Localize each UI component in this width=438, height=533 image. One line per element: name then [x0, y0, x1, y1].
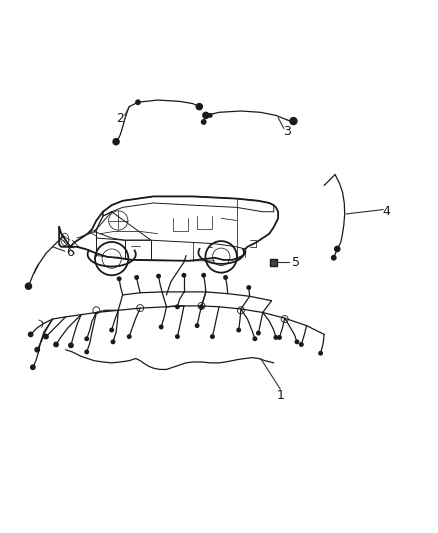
Circle shape — [195, 324, 199, 327]
Circle shape — [224, 276, 227, 279]
Circle shape — [135, 276, 138, 279]
Circle shape — [202, 273, 205, 277]
Circle shape — [54, 342, 58, 346]
Circle shape — [85, 350, 88, 354]
Circle shape — [182, 273, 186, 277]
Circle shape — [208, 114, 212, 117]
Circle shape — [196, 103, 202, 110]
Circle shape — [44, 334, 48, 339]
Circle shape — [117, 277, 121, 280]
Circle shape — [25, 283, 32, 289]
Circle shape — [335, 246, 340, 252]
Circle shape — [203, 112, 209, 118]
Circle shape — [332, 255, 336, 260]
Circle shape — [201, 120, 206, 124]
Bar — [270, 259, 277, 265]
Circle shape — [290, 118, 297, 125]
Text: 1: 1 — [276, 389, 284, 402]
Circle shape — [176, 335, 179, 338]
Text: 3: 3 — [283, 125, 291, 138]
Circle shape — [200, 305, 203, 309]
Circle shape — [85, 337, 88, 341]
Text: 5: 5 — [292, 256, 300, 269]
Circle shape — [237, 328, 240, 332]
Circle shape — [159, 325, 163, 329]
Circle shape — [274, 336, 278, 339]
Circle shape — [253, 337, 257, 341]
Circle shape — [35, 348, 39, 352]
Circle shape — [300, 343, 303, 346]
Circle shape — [31, 365, 35, 369]
Circle shape — [110, 328, 113, 332]
Circle shape — [28, 332, 33, 336]
Text: 2: 2 — [117, 112, 124, 125]
Circle shape — [247, 286, 251, 289]
Text: 6: 6 — [66, 246, 74, 259]
Circle shape — [295, 340, 299, 344]
Circle shape — [319, 351, 322, 355]
Circle shape — [176, 305, 179, 309]
Circle shape — [257, 332, 260, 335]
Text: 4: 4 — [382, 205, 390, 218]
Circle shape — [111, 340, 115, 344]
Circle shape — [278, 336, 281, 339]
Circle shape — [136, 100, 140, 104]
Circle shape — [211, 335, 214, 338]
Circle shape — [157, 274, 160, 278]
Circle shape — [127, 335, 131, 338]
Circle shape — [69, 343, 73, 348]
Circle shape — [113, 139, 119, 145]
